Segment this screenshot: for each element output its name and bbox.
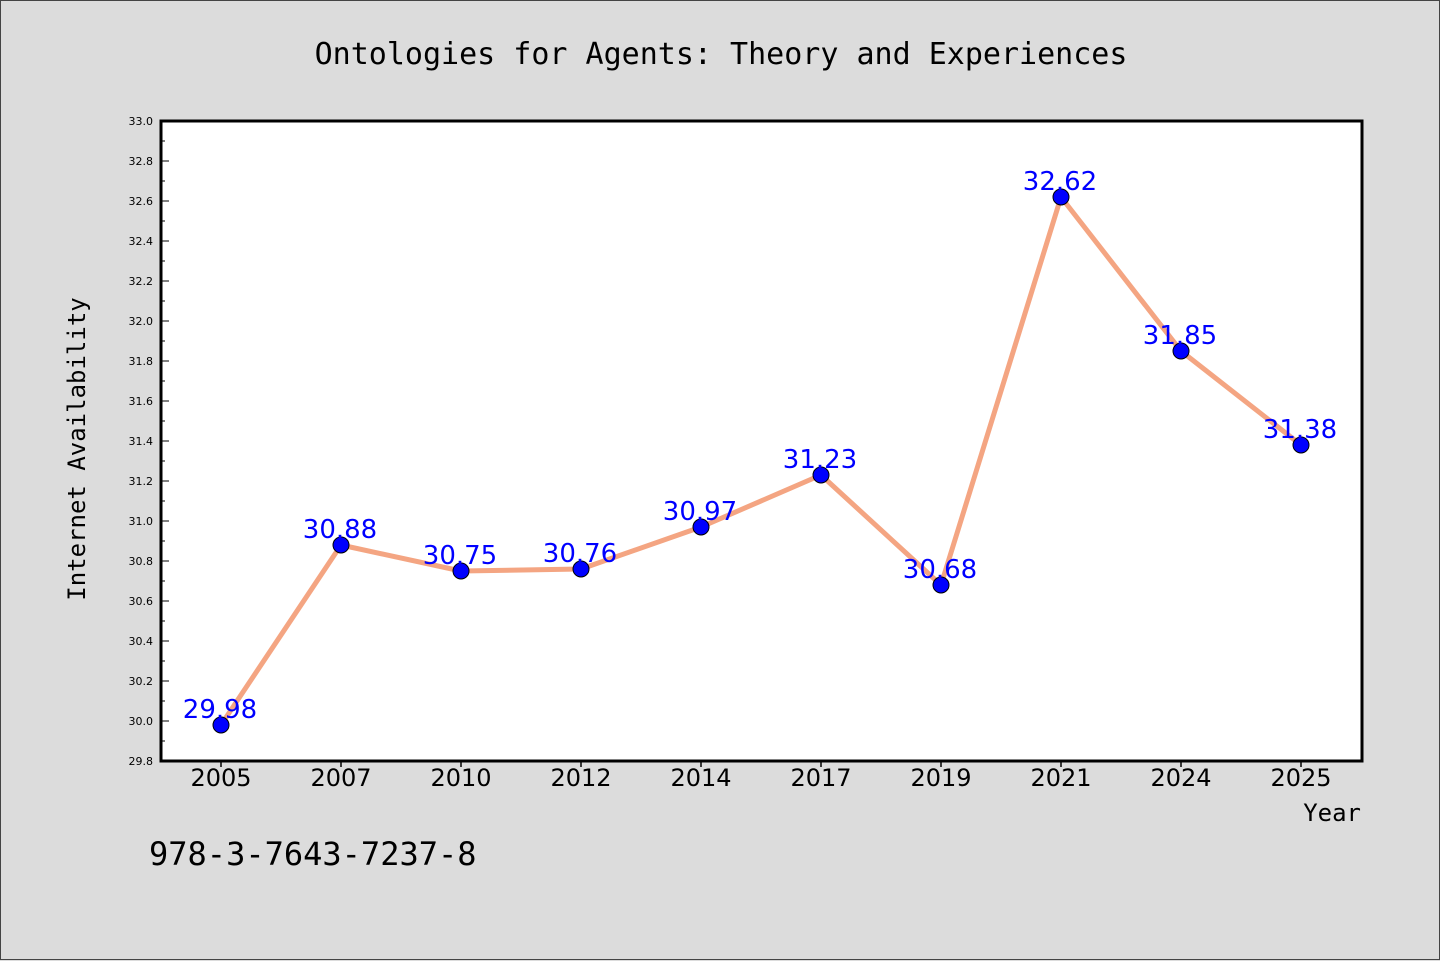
y-tick-label: 32.2: [129, 275, 154, 288]
y-axis-label: Internet Availability: [63, 297, 91, 600]
y-tick-label: 31.4: [129, 435, 154, 448]
data-label: 31.85: [1143, 321, 1217, 351]
data-labels-group: 29.98 30.88 30.75 30.76 30.97 31.23 30.68 32.62…: [183, 167, 1337, 725]
x-tick-label: 2021: [1030, 764, 1091, 792]
data-point: [812, 466, 830, 484]
y-tick-label: 32.0: [129, 315, 154, 328]
x-tick-label: 2005: [190, 764, 251, 792]
y-tick-label: 32.4: [129, 235, 154, 248]
data-label: 31.38: [1263, 415, 1337, 445]
data-point: [1292, 436, 1310, 454]
x-axis-label: Year: [1303, 799, 1361, 827]
markers-group: [212, 188, 1310, 734]
y-tick-label: 30.6: [129, 595, 154, 608]
y-tick-label: 31.2: [129, 475, 154, 488]
data-label: 32.62: [1023, 167, 1097, 197]
y-tick-label: 31.0: [129, 515, 154, 528]
data-label: 31.23: [783, 445, 857, 475]
y-tick-label: 29.8: [129, 755, 154, 768]
x-axis: 2005 2007 2010 2012 2014 2017 2019 2021 2024 2025: [190, 761, 1332, 792]
x-tick-label: 2014: [670, 764, 731, 792]
y-tick-label: 30.8: [129, 555, 154, 568]
data-label: 30.97: [663, 497, 737, 527]
y-tick-label: 30.0: [129, 715, 154, 728]
y-tick-label: 31.8: [129, 355, 154, 368]
data-point: [212, 716, 230, 734]
y-tick-label: 32.8: [129, 155, 154, 168]
x-tick-label: 2019: [910, 764, 971, 792]
data-point: [572, 560, 590, 578]
y-tick-label: 30.4: [129, 635, 154, 648]
x-tick-label: 2007: [310, 764, 371, 792]
y-tick-label: 32.6: [129, 195, 154, 208]
x-tick-label: 2010: [430, 764, 491, 792]
series-line: [218, 194, 1304, 728]
data-point: [1052, 188, 1070, 206]
y-tick-label: 30.2: [129, 675, 154, 688]
data-point: [932, 576, 950, 594]
y-tick-label: 31.6: [129, 395, 154, 408]
data-point: [692, 518, 710, 536]
data-label: 29.98: [183, 695, 257, 725]
plot-area: [159, 119, 1364, 763]
data-label: 30.88: [303, 515, 377, 545]
chart-title: Ontologies for Agents: Theory and Experi…: [315, 37, 1128, 72]
data-label: 30.68: [903, 555, 977, 585]
data-point: [452, 562, 470, 580]
y-axis: 29.8 30.0 30.2 30.4 30.6 30.8 31.0 31.2 31.4 31.6…: [129, 115, 169, 768]
x-tick-label: 2024: [1150, 764, 1211, 792]
data-point: [332, 536, 350, 554]
data-label: 30.75: [423, 541, 497, 571]
data-point: [1172, 342, 1190, 360]
data-label: 30.76: [543, 539, 617, 569]
isbn-text: 978-3-7643-7237-8: [149, 835, 477, 873]
x-tick-label: 2012: [550, 764, 611, 792]
series-line-group: [218, 194, 1304, 728]
x-tick-label: 2025: [1270, 764, 1331, 792]
x-tick-label: 2017: [790, 764, 851, 792]
y-tick-label: 33.0: [129, 115, 154, 128]
